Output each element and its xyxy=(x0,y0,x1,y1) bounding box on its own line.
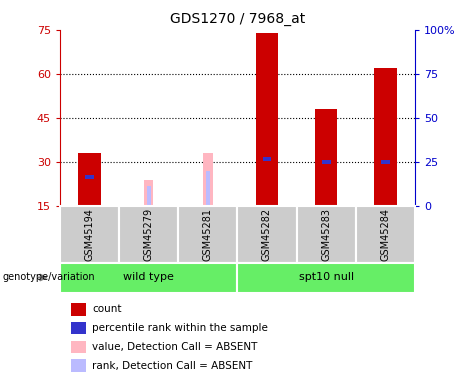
Bar xyxy=(263,158,272,161)
Text: value, Detection Call = ABSENT: value, Detection Call = ABSENT xyxy=(92,342,257,352)
Bar xyxy=(178,206,237,262)
Bar xyxy=(78,153,101,206)
Bar xyxy=(147,186,151,206)
Bar xyxy=(71,322,86,334)
Text: GSM45194: GSM45194 xyxy=(84,208,95,261)
Bar xyxy=(71,359,86,372)
Bar xyxy=(71,303,86,316)
Bar xyxy=(356,206,415,262)
Bar xyxy=(144,180,154,206)
Bar xyxy=(119,206,178,262)
Bar xyxy=(322,160,331,164)
Title: GDS1270 / 7968_at: GDS1270 / 7968_at xyxy=(170,12,305,26)
Bar xyxy=(85,175,94,178)
Text: GSM45284: GSM45284 xyxy=(380,208,390,261)
Bar xyxy=(206,171,210,206)
Text: GSM45282: GSM45282 xyxy=(262,208,272,261)
Text: GSM45279: GSM45279 xyxy=(144,208,154,261)
Bar xyxy=(60,262,237,292)
Text: percentile rank within the sample: percentile rank within the sample xyxy=(92,323,268,333)
Bar xyxy=(71,340,86,353)
Bar xyxy=(237,206,296,262)
Bar xyxy=(374,68,396,206)
Bar xyxy=(315,110,337,206)
Text: wild type: wild type xyxy=(123,273,174,282)
Bar xyxy=(296,206,356,262)
Text: GSM45283: GSM45283 xyxy=(321,208,331,261)
Bar xyxy=(256,33,278,206)
Text: spt10 null: spt10 null xyxy=(299,273,354,282)
Text: count: count xyxy=(92,304,122,314)
Text: GSM45281: GSM45281 xyxy=(203,208,213,261)
Text: genotype/variation: genotype/variation xyxy=(2,273,95,282)
Bar xyxy=(381,160,390,164)
Text: rank, Detection Call = ABSENT: rank, Detection Call = ABSENT xyxy=(92,361,253,370)
Bar xyxy=(203,153,213,206)
Bar xyxy=(237,262,415,292)
Bar xyxy=(60,206,119,262)
